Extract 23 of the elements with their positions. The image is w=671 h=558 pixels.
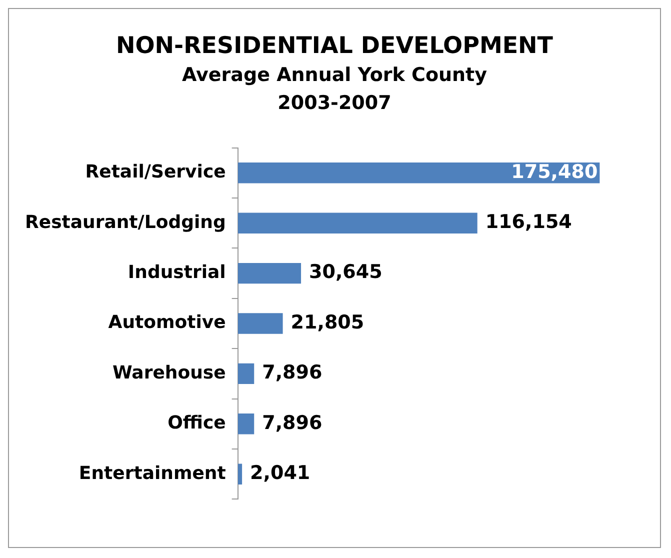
data-label: 2,041 [250,462,310,484]
y-tick-label: Warehouse [112,362,226,384]
bar [238,363,254,384]
data-label: 21,805 [290,311,364,334]
bar [238,414,254,434]
bar [238,313,283,334]
bar [238,212,478,234]
y-tick-label: Industrial [128,262,226,283]
chart-title: NON-RESIDENTIAL DEVELOPMENT [115,33,554,59]
y-tick-label: Entertainment [78,462,226,484]
y-tick-label: Office [168,412,226,434]
data-label: 116,154 [485,211,572,234]
data-label: 30,645 [309,261,382,284]
y-tick-label: Restaurant/Lodging [24,212,226,233]
bar [238,162,600,184]
data-label: 175,480 [511,160,598,183]
bar [238,262,302,284]
y-tick-label: Automotive [108,312,226,334]
y-tick-label: Retail/Service [85,162,226,183]
data-label: 7,896 [262,412,322,434]
bar [238,464,242,484]
data-label: 7,896 [262,362,322,384]
chart-subtitle: Average Annual York County 2003-2007 [180,63,488,116]
